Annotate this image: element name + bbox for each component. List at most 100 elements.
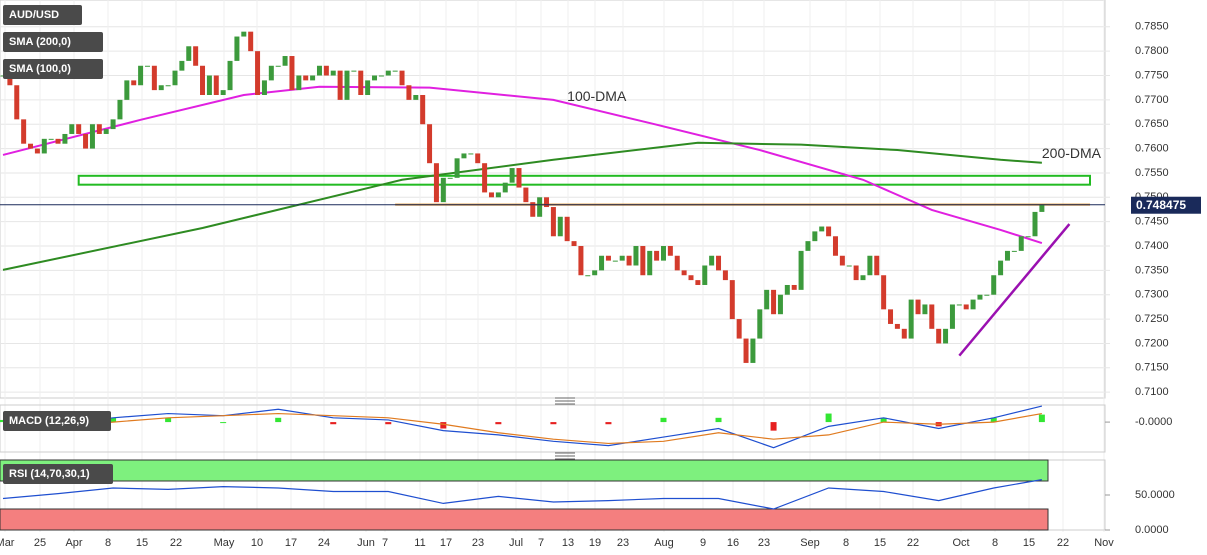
label-text: RSI (14,70,30,1): [9, 468, 90, 480]
candle: [179, 60, 185, 71]
candle: [323, 65, 329, 76]
y-tick-label: 0.7850: [1135, 21, 1169, 33]
y-tick-label: 0.7400: [1135, 240, 1169, 252]
candle: [592, 270, 598, 276]
label-text: SMA (200,0): [9, 36, 71, 48]
x-tick-label: 7: [382, 537, 388, 549]
y-tick-label: 0.7100: [1135, 386, 1169, 398]
x-tick-label: 22: [170, 537, 182, 549]
candle: [172, 70, 178, 86]
macd-line: [2, 412, 1042, 445]
candle: [695, 280, 701, 285]
candle: [991, 275, 997, 295]
label-box: [3, 464, 113, 484]
histogram-bar: [165, 417, 172, 423]
candle: [1039, 204, 1045, 212]
x-tick-label: 25: [34, 537, 46, 549]
last-price-label: 0.748475: [1136, 198, 1186, 212]
histogram-bar: [825, 413, 832, 423]
histogram-bar: [550, 422, 557, 425]
plot-frame: [0, 404, 1106, 453]
candle: [681, 270, 687, 276]
candle: [117, 99, 123, 120]
candle: [530, 202, 536, 217]
candle: [55, 138, 61, 144]
candle: [523, 187, 529, 203]
candle: [764, 289, 770, 310]
candle: [151, 65, 157, 91]
x-tick-label: 8: [105, 537, 111, 549]
indicator-label: MACD (12,26,9): [3, 411, 111, 431]
x-tick-label: 23: [617, 537, 629, 549]
candle: [915, 299, 921, 315]
candle: [640, 246, 646, 276]
x-tick-label: May: [214, 537, 235, 549]
candle: [41, 138, 47, 154]
candle: [28, 143, 34, 149]
candle: [385, 70, 391, 76]
histogram-bar: [715, 417, 722, 423]
candle: [716, 255, 722, 271]
candle: [468, 153, 474, 155]
candle: [901, 328, 907, 339]
y-tick-label: 0.7300: [1135, 289, 1169, 301]
candle: [722, 270, 728, 281]
candle: [798, 250, 804, 290]
x-tick-label: 23: [758, 537, 770, 549]
candle: [888, 309, 894, 324]
y-tick-label: 0.7200: [1135, 337, 1169, 349]
histogram-bar: [770, 422, 777, 431]
x-tick-label: Jun: [357, 537, 375, 549]
candle: [619, 255, 625, 261]
candle: [660, 246, 666, 261]
candle: [544, 197, 550, 208]
candle: [537, 197, 543, 217]
x-tick-label: 10: [251, 537, 263, 549]
x-tick-label: 23: [472, 537, 484, 549]
x-tick-label: 17: [440, 537, 452, 549]
histogram-bar: [220, 422, 227, 424]
candle: [158, 85, 164, 91]
candle: [805, 241, 811, 251]
candle: [977, 294, 983, 300]
candle: [564, 216, 570, 242]
annotation: 200-DMA: [1042, 145, 1102, 161]
candle: [296, 75, 302, 91]
candle: [475, 153, 481, 164]
candle: [894, 323, 900, 329]
candle: [399, 70, 405, 86]
x-tick-label: Nov: [1094, 537, 1114, 549]
x-tick-label: 24: [318, 537, 330, 549]
y-tick-label: 0.7250: [1135, 313, 1169, 325]
candle: [949, 304, 955, 329]
x-tick-label: Apr: [65, 537, 82, 549]
label-box: [3, 5, 82, 25]
candle: [110, 119, 116, 130]
y-tick-label: 0.7450: [1135, 216, 1169, 228]
candle: [316, 65, 322, 76]
macd-line: [2, 405, 1043, 449]
y-tick-label: -0.0000: [1135, 416, 1172, 428]
candle: [1011, 250, 1017, 252]
candle: [365, 80, 371, 95]
y-tick-label: 0.7600: [1135, 142, 1169, 154]
label-box: [3, 59, 103, 79]
candle: [874, 255, 880, 276]
indicator-label: AUD/USD: [3, 5, 82, 25]
indicator-label: SMA (200,0): [3, 32, 103, 52]
candle: [213, 75, 219, 95]
y-tick-label: 0.0000: [1135, 524, 1169, 536]
candle: [255, 51, 261, 95]
histogram-bar: [275, 417, 282, 423]
candle: [963, 304, 969, 310]
candle: [76, 124, 82, 134]
candle: [268, 65, 274, 81]
candle: [358, 70, 364, 95]
candle: [819, 226, 825, 232]
x-tick-label: 11: [414, 537, 425, 549]
x-tick-label: 16: [727, 537, 739, 549]
candle: [516, 168, 522, 188]
y-tick-label: 0.7150: [1135, 362, 1169, 374]
candle: [688, 275, 694, 281]
candle: [599, 255, 605, 271]
